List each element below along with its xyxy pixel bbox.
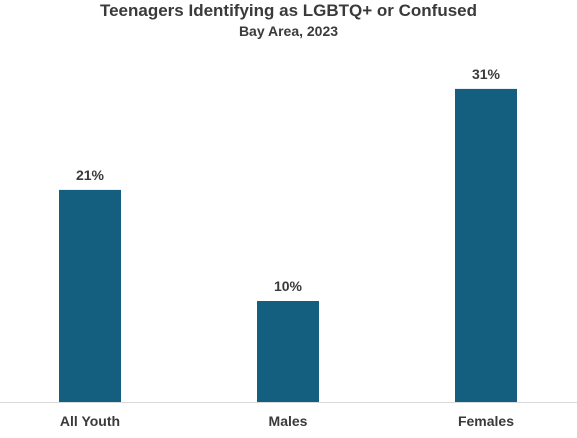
data-label-males: 10% [274, 278, 303, 294]
category-label-males: Males [269, 413, 308, 429]
data-label-females: 31% [472, 66, 501, 82]
chart-title: Teenagers Identifying as LGBTQ+ or Confu… [99, 1, 478, 20]
category-label-females: Females [458, 413, 514, 429]
data-label-all-youth: 21% [76, 167, 105, 183]
bar-all-youth [59, 189, 121, 402]
bar-males [257, 301, 319, 402]
bar-females [455, 88, 517, 403]
chart-subtitle: Bay Area, 2023 [238, 23, 339, 39]
category-label-all-youth: All Youth [60, 413, 120, 429]
